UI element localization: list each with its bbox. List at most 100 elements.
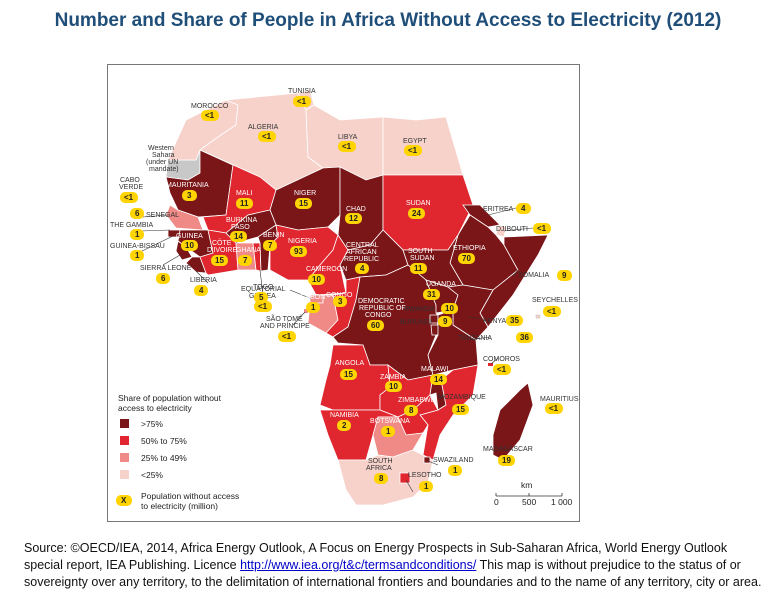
region-seychelles bbox=[535, 314, 541, 319]
badge-mauritania: 3 bbox=[182, 190, 197, 201]
label-liberia: LIBERIA bbox=[190, 277, 217, 284]
value-namibia: 2 bbox=[342, 421, 347, 430]
badge-uganda: 31 bbox=[423, 289, 440, 300]
badge-the-gambia: 1 bbox=[130, 229, 144, 240]
region-eritrea bbox=[462, 204, 501, 228]
badge-mali: 11 bbox=[236, 198, 253, 209]
value-equatorial-guinea: <1 bbox=[258, 302, 268, 311]
value-zimbabwe: 8 bbox=[409, 406, 414, 415]
scale-unit: km bbox=[521, 480, 532, 490]
badge-chad: 12 bbox=[345, 213, 362, 224]
label-guinea: GUINEA bbox=[176, 233, 203, 240]
value-tanzania: 36 bbox=[520, 333, 529, 342]
badge-guinea: 10 bbox=[181, 240, 198, 251]
region-kenya bbox=[447, 284, 494, 341]
scale-tick-1000: 1 000 bbox=[551, 497, 573, 507]
label-ghana: GHANA bbox=[236, 247, 261, 254]
label-cabo-verde-2: VERDE bbox=[119, 184, 143, 191]
badge-cote-divoire: 15 bbox=[211, 255, 228, 266]
label-libya: LIBYA bbox=[338, 134, 358, 141]
badge-madagascar: 19 bbox=[498, 455, 515, 466]
label-malawi: MALAWI bbox=[421, 366, 448, 373]
label-egypt: EGYPT bbox=[403, 138, 427, 145]
label-namibia: NAMIBIA bbox=[330, 412, 359, 419]
badge-senegal: 6 bbox=[130, 208, 144, 219]
value-guinea-bissau: 1 bbox=[135, 251, 140, 260]
legend-swatch-gt75 bbox=[120, 419, 129, 428]
badge-liberia: 4 bbox=[194, 285, 208, 296]
map-title: Number and Share of People in Africa Wit… bbox=[54, 10, 722, 31]
legend-heading-1: Share of population without bbox=[118, 393, 222, 403]
badge-eritrea: 4 bbox=[516, 203, 531, 214]
badge-lesotho: 1 bbox=[419, 481, 433, 492]
badge-ethiopia: 70 bbox=[458, 253, 475, 264]
label-car-3: REPUBLIC bbox=[344, 256, 379, 263]
label-western-sahara-4: mandate) bbox=[149, 166, 179, 173]
value-comoros: <1 bbox=[497, 365, 507, 374]
badge-car: 4 bbox=[355, 263, 369, 274]
badge-zimbabwe: 8 bbox=[404, 405, 418, 416]
value-burundi: 9 bbox=[443, 317, 448, 326]
legend: Share of population without access to el… bbox=[116, 393, 239, 511]
label-sierra-leone: SIERRA LEONE bbox=[140, 265, 192, 272]
label-burundi: BURUNDI bbox=[400, 319, 432, 326]
value-seychelles: <1 bbox=[547, 307, 557, 316]
label-mauritius: MAURITIUS bbox=[540, 396, 579, 403]
scale-tick-0: 0 bbox=[494, 497, 499, 507]
label-congo: CONGO bbox=[326, 292, 353, 299]
label-morocco: MOROCCO bbox=[191, 103, 229, 110]
badge-egypt: <1 bbox=[404, 145, 422, 156]
value-libya: <1 bbox=[342, 142, 352, 151]
label-sudan: SUDAN bbox=[406, 200, 431, 207]
value-sao-tome: <1 bbox=[282, 332, 292, 341]
legend-badge-symbol: X bbox=[121, 496, 127, 505]
label-car-2: AFRICAN bbox=[346, 249, 377, 256]
label-dr-congo-3: CONGO bbox=[365, 312, 392, 319]
region-sao-tome bbox=[304, 309, 308, 313]
label-tunisia: TUNISIA bbox=[288, 88, 316, 95]
label-gabon: GABON bbox=[300, 294, 325, 301]
badge-kenya: 35 bbox=[506, 315, 523, 326]
region-swaziland bbox=[423, 456, 431, 464]
badge-burkina-faso: 14 bbox=[230, 231, 247, 242]
badge-sierra-leone: 6 bbox=[156, 273, 170, 284]
badge-mozambique: 15 bbox=[452, 404, 469, 415]
badge-djibouti: <1 bbox=[533, 223, 551, 234]
value-algeria: <1 bbox=[262, 132, 272, 141]
value-egypt: <1 bbox=[408, 146, 418, 155]
label-western-sahara-2: Sahara bbox=[152, 152, 175, 159]
label-madagascar: MADAGASCAR bbox=[483, 446, 533, 453]
value-senegal: 6 bbox=[135, 209, 140, 218]
value-zambia: 10 bbox=[389, 382, 398, 391]
value-somalia: 9 bbox=[562, 271, 567, 280]
label-uganda: UGANDA bbox=[426, 281, 456, 288]
region-comoros bbox=[488, 363, 493, 366]
label-mauritania: MAURITANIA bbox=[166, 182, 209, 189]
value-south-africa: 8 bbox=[379, 474, 384, 483]
badge-malawi: 14 bbox=[430, 374, 447, 385]
label-western-sahara-1: Western bbox=[148, 145, 174, 152]
label-rwanda: RWANDA bbox=[404, 306, 435, 313]
value-mauritius: <1 bbox=[549, 404, 559, 413]
region-lesotho bbox=[399, 472, 411, 484]
badge-mauritius: <1 bbox=[545, 403, 563, 414]
label-seychelles: SEYCHELLES bbox=[532, 297, 578, 304]
badge-tanzania: 36 bbox=[516, 332, 533, 343]
legend-badge-label-2: to electricity (million) bbox=[141, 501, 218, 511]
badge-namibia: 2 bbox=[337, 420, 351, 431]
value-mozambique: 15 bbox=[456, 405, 465, 414]
badge-guinea-bissau: 1 bbox=[130, 250, 144, 261]
licence-link[interactable]: http://www.iea.org/t&c/termsandcondition… bbox=[240, 558, 477, 572]
label-cameroon: CAMEROON bbox=[306, 266, 347, 273]
label-tanzania: TANZANIA bbox=[458, 335, 492, 342]
badge-algeria: <1 bbox=[258, 131, 276, 142]
badge-burundi: 9 bbox=[438, 316, 452, 327]
scale-tick-500: 500 bbox=[522, 497, 536, 507]
value-angola: 15 bbox=[344, 370, 353, 379]
label-chad: CHAD bbox=[346, 206, 366, 213]
value-eritrea: 4 bbox=[521, 204, 526, 213]
label-eritrea: ERITREA bbox=[483, 206, 514, 213]
value-guinea: 10 bbox=[185, 241, 194, 250]
badge-dr-congo: 60 bbox=[367, 320, 384, 331]
map-frame: MOROCCO TUNISIA ALGERIA LIBYA EGYPT West… bbox=[107, 64, 580, 522]
